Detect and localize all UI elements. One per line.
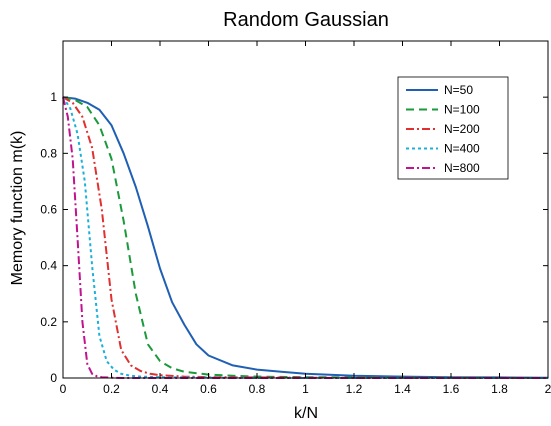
x-tick-label: 0.4	[152, 382, 169, 396]
y-tick-label: 0.4	[40, 259, 57, 273]
y-tick-label: 1	[50, 90, 57, 104]
plot-area-frame	[62, 40, 549, 379]
legend: N=50 N=100 N=200 N=400 N=800	[397, 76, 509, 180]
x-tick-label: 1.4	[394, 382, 411, 396]
y-tick-label: 0.2	[40, 315, 57, 329]
axis-tick-labels: 0 0.2 0.4 0.6 0.8 1 1.2 1.4 1.6 1.8 2 0 0.2 0.4 0.6 0.8…	[40, 90, 551, 396]
y-tick-label: 0.8	[40, 146, 57, 160]
series-line-n-50	[62, 96, 549, 379]
y-tick-label: 0.6	[40, 203, 57, 217]
chart-title: Random Gaussian	[223, 9, 389, 31]
series-line-n-100	[62, 96, 548, 379]
legend-label: N=800	[444, 161, 480, 175]
x-tick-label: 0	[60, 382, 67, 396]
legend-label: N=200	[444, 122, 480, 136]
x-tick-label: 1	[302, 382, 309, 396]
x-tick-label: 1.2	[346, 382, 363, 396]
y-tick-label: 0	[50, 371, 57, 385]
legend-label: N=400	[444, 142, 480, 156]
x-tick-label: 0.8	[249, 382, 266, 396]
x-tick-label: 0.6	[200, 382, 217, 396]
x-tick-label: 1.8	[491, 382, 508, 396]
x-axis-label: k/N	[294, 405, 318, 422]
x-tick-label: 0.2	[103, 382, 120, 396]
y-axis-label: Memory function m(k)	[9, 131, 26, 286]
legend-label: N=50	[444, 83, 473, 97]
legend-box	[397, 76, 509, 180]
x-tick-label: 1.6	[443, 382, 460, 396]
x-tick-label: 2	[545, 382, 551, 396]
legend-label: N=100	[444, 103, 480, 117]
